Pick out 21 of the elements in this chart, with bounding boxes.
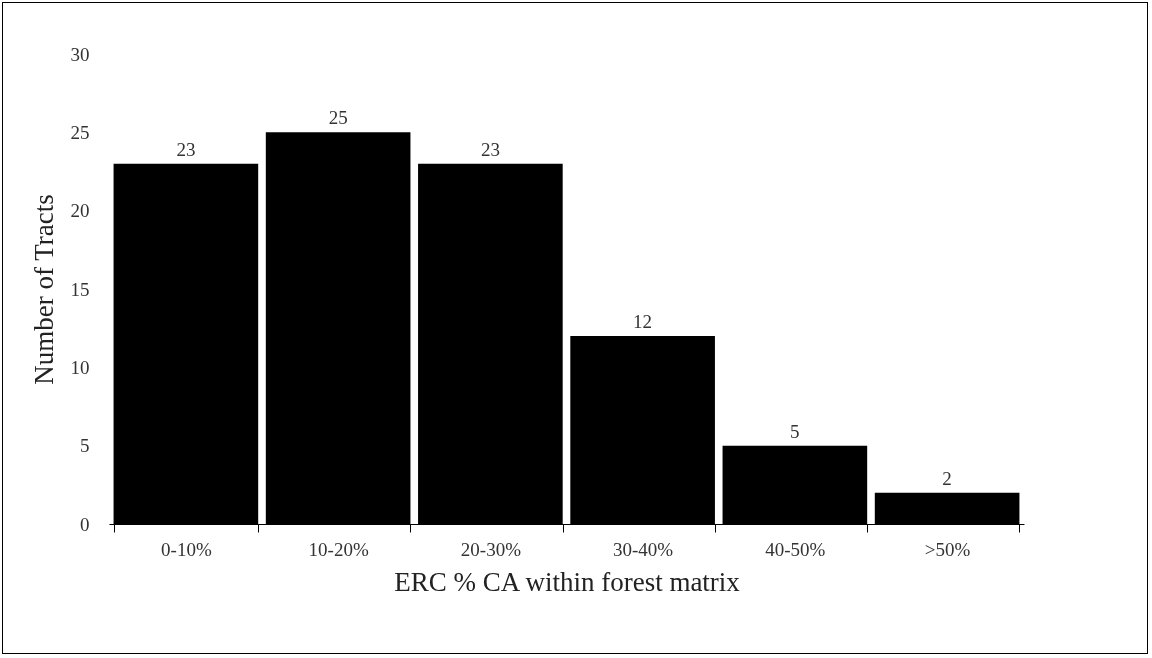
y-tick-label: 15 — [70, 278, 90, 300]
data-label: 12 — [633, 311, 653, 332]
x-tick-label: >50% — [924, 538, 971, 560]
y-tick-label: 5 — [80, 435, 90, 457]
data-label: 23 — [480, 138, 500, 160]
data-label: 2 — [942, 467, 952, 489]
data-label: 25 — [328, 107, 348, 129]
y-tick-label: 0 — [80, 513, 90, 535]
x-tick-label: 40-50% — [765, 538, 826, 560]
x-tick-label: 0-10% — [161, 538, 212, 560]
y-tick-label: 30 — [70, 43, 90, 65]
data-label: 23 — [176, 138, 196, 160]
y-tick-label: 25 — [70, 121, 90, 143]
y-tick-label: 10 — [70, 356, 90, 378]
y-axis-title: Number of Tracts — [28, 194, 59, 385]
x-axis-title: ERC % CA within forest matrix — [394, 566, 741, 597]
x-tick-label: 20-30% — [460, 538, 522, 560]
x-tick-label: 30-40% — [613, 538, 674, 560]
y-tick-label: 20 — [70, 200, 90, 222]
data-label: 5 — [790, 420, 800, 442]
x-tick-label: 10-20% — [308, 538, 369, 560]
